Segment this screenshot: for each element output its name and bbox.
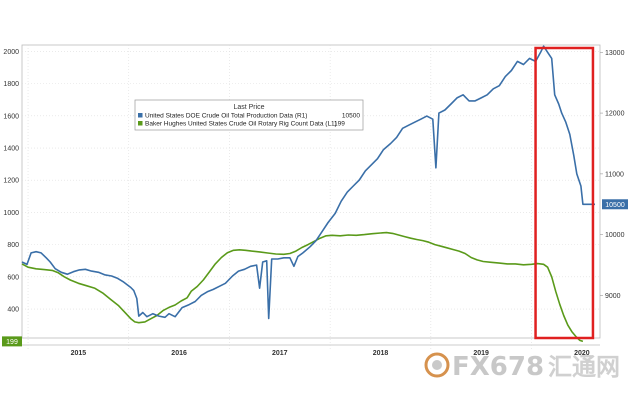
right-tick-label: 11000 [605,171,624,178]
left-tick-label: 600 [7,274,19,281]
x-tick-label: 2016 [171,350,187,357]
legend-swatch-rig-count [138,121,143,126]
last-value-production: 10500 [605,202,625,209]
legend-box [134,99,364,131]
legend-label-production: United States DOE Crude Oil Total Produc… [145,113,307,120]
x-tick-label: 2017 [272,350,288,357]
left-tick-label: 400 [7,307,19,314]
watermark: FX678 汇通网 [424,352,620,382]
left-tick-label: 1000 [3,210,19,217]
last-value-rig-count: 199 [6,339,18,346]
last-value-flag-rig-count [2,336,22,347]
left-tick-label: 1200 [3,178,19,185]
x-tick-label: 2020 [574,350,590,357]
watermark-brand: FX678 [452,352,544,382]
series-layer [21,45,595,343]
left-tick-label: 2000 [3,49,19,56]
x-tick-label: 2015 [71,350,87,357]
series-line-rig-count [21,231,584,343]
plot-frame [21,44,601,339]
watermark-logo-core-icon [432,360,442,370]
left-tick-label: 1800 [3,81,19,88]
series-line-production [21,45,595,320]
legend: Last Price United States DOE Crude Oil T… [134,99,364,131]
left-tick-label: 800 [7,242,19,249]
left-axis: 400 600 800 1000 1200 1400 1600 1800 2000 [3,49,19,314]
highlight-layer [534,46,595,340]
highlight-box [534,46,595,340]
watermark-cn: 汇通网 [548,353,620,381]
watermark-logo-icon [424,352,450,378]
right-tick-label: 13000 [605,50,625,57]
right-tick-label: 9000 [605,293,621,300]
gridlines [21,44,601,350]
right-axis: 9000 10000 11000 12000 13000 [600,50,625,300]
x-tick-label: 2019 [473,350,489,357]
x-tick-label: 2018 [373,350,389,357]
left-tick-label: 1600 [3,113,19,120]
legend-value-rig-count: 199 [334,121,345,128]
last-value-flag-production [602,199,628,210]
left-tick-label: 1400 [3,146,19,153]
legend-title: Last Price [233,104,264,111]
right-tick-label: 10000 [605,232,625,239]
legend-label-rig-count: Baker Hughes United States Crude Oil Rot… [145,121,337,128]
legend-value-production: 10500 [342,113,360,120]
legend-swatch-production [138,113,143,118]
last-value-flags: 10500 199 [2,199,628,347]
right-tick-label: 12000 [605,111,625,118]
x-axis: 2015 2016 2017 2018 2019 2020 [71,350,590,357]
